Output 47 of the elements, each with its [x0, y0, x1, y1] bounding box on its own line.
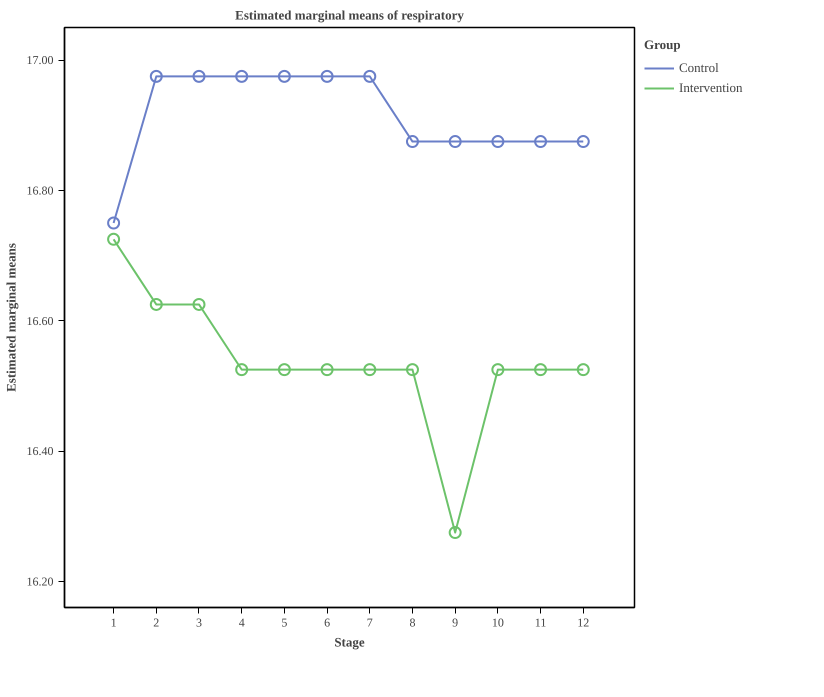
point [107, 216, 120, 230]
x-tick-label: 8 [409, 616, 416, 630]
point [576, 363, 590, 376]
point [278, 363, 291, 376]
point [491, 363, 504, 376]
point [534, 363, 548, 376]
point [320, 70, 334, 83]
point [320, 363, 334, 376]
y-tick-label: 16.60 [26, 314, 54, 328]
point [235, 70, 248, 83]
x-tick-label: 1 [110, 616, 117, 630]
point [363, 70, 376, 83]
point [150, 70, 163, 83]
x-tick-label: 4 [238, 616, 245, 630]
x-tick-label: 2 [153, 616, 160, 630]
legend-label: Intervention [679, 80, 743, 96]
y-axis-title: Estimated marginal means [4, 243, 18, 392]
point [406, 363, 419, 376]
x-tick-label: 6 [324, 616, 330, 630]
legend-title: Group [644, 37, 682, 53]
x-tick-label: 11 [534, 616, 546, 630]
point [406, 135, 419, 148]
point [192, 298, 206, 311]
chart-title: Estimated marginal means of respiratory [235, 8, 464, 22]
x-tick-label: 10 [492, 616, 504, 630]
x-tick-label: 5 [281, 616, 288, 630]
x-tick-label: 3 [196, 616, 202, 630]
point [448, 135, 462, 148]
point [235, 363, 248, 376]
point [150, 298, 163, 311]
point [534, 135, 548, 148]
point [576, 135, 590, 148]
point [107, 232, 120, 246]
point [363, 363, 376, 376]
x-tick-label: 9 [452, 616, 458, 630]
point [448, 526, 462, 540]
x-tick-label: 7 [366, 616, 373, 630]
x-tick-label: 12 [577, 616, 590, 630]
legend-label: Control [679, 60, 719, 76]
point [278, 70, 291, 83]
y-tick-label: 16.80 [26, 183, 54, 198]
y-tick-label: 17.00 [26, 53, 54, 68]
point [192, 70, 206, 83]
x-axis-title: Stage [334, 634, 365, 650]
point [491, 135, 504, 148]
y-tick-label: 16.20 [26, 574, 54, 588]
y-tick-label: 16.40 [26, 444, 54, 458]
